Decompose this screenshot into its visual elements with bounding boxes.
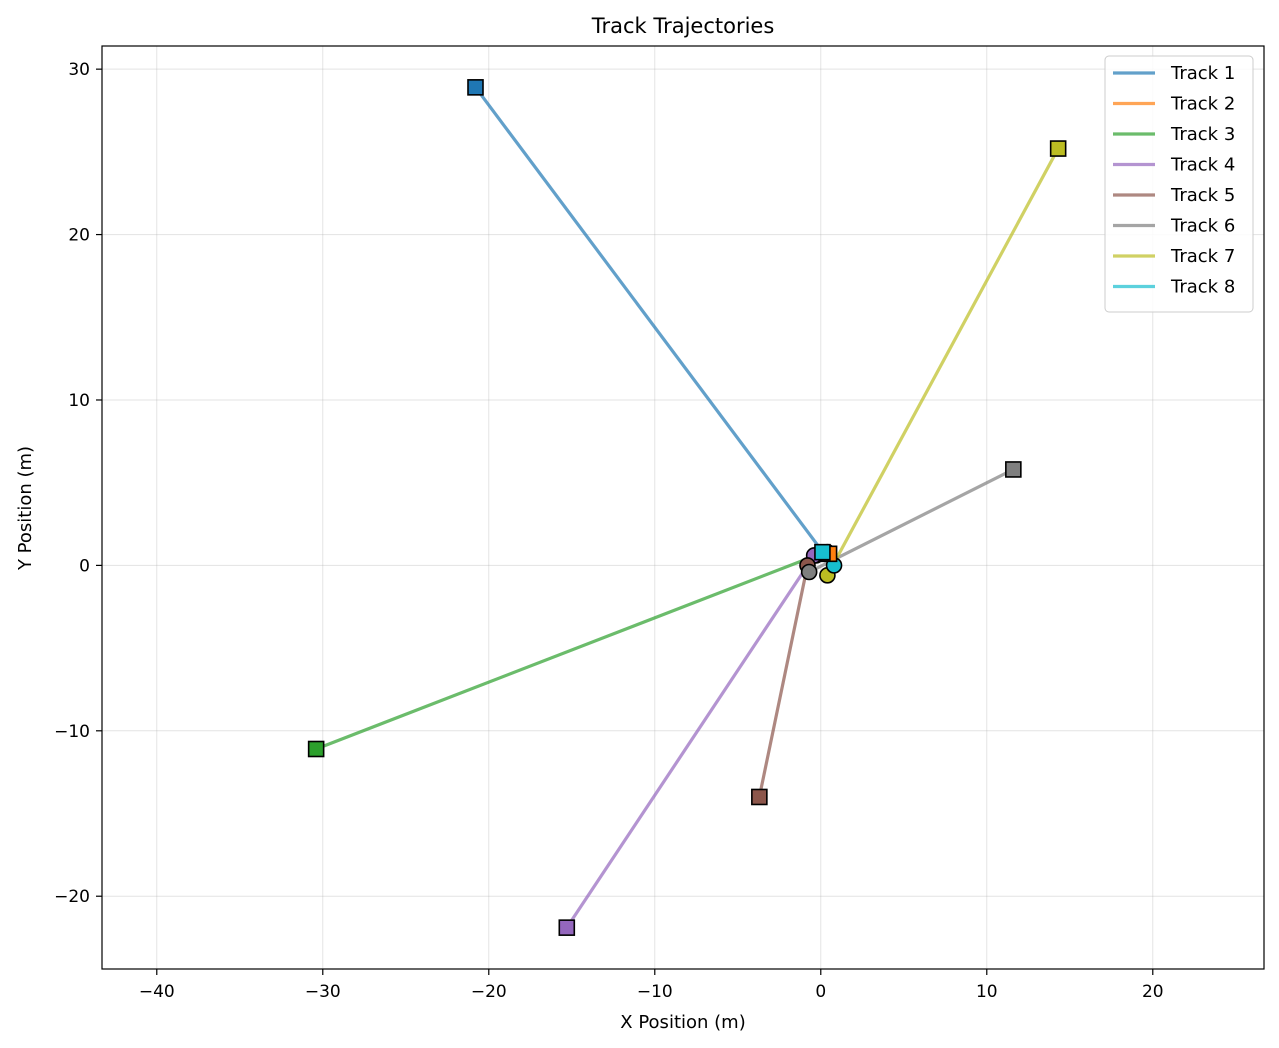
track-1-line [474, 86, 826, 555]
track-3-end-marker [307, 740, 325, 758]
legend-label-track-7: Track 7 [1170, 246, 1235, 267]
track-4-line [565, 554, 816, 929]
y-tick-label: 0 [79, 556, 90, 576]
legend-box [1104, 55, 1254, 313]
legend-label-track-4: Track 4 [1170, 155, 1235, 176]
x-tick-label: −10 [637, 982, 673, 1002]
track-6-line [808, 468, 1015, 574]
grid-lines [102, 46, 1264, 969]
plot-frame [101, 45, 1265, 970]
legend-label-track-1: Track 1 [1170, 63, 1235, 84]
track-1-end-marker [467, 79, 484, 96]
legend-label-track-5: Track 5 [1170, 185, 1235, 206]
x-tick-label: −20 [471, 982, 507, 1002]
track-5-end-marker [751, 788, 768, 806]
track-7-end-marker [1049, 140, 1067, 157]
x-axis-ticks: −40 −30 −20 −10 0 10 20 [139, 969, 1164, 1002]
y-tick-label: 20 [68, 226, 90, 246]
y-axis-label: Y Position (m) [15, 446, 36, 571]
track-7-line [826, 147, 1060, 577]
x-tick-label: 20 [1142, 982, 1164, 1002]
series-lines [315, 86, 1060, 929]
y-tick-label: −10 [54, 722, 90, 742]
y-tick-label: −20 [54, 887, 90, 907]
track-5-line [757, 565, 810, 798]
legend: Track 1 Track 2 Track 3 Track 4 Track 5 Track… [1104, 55, 1254, 313]
track-8-end-marker [814, 543, 831, 561]
track-6-end-marker [1005, 461, 1022, 478]
chart-title: Track Trajectories [591, 14, 775, 38]
x-tick-label: −30 [305, 982, 341, 1002]
track-4-end-marker [558, 919, 576, 936]
x-axis-label: X Position (m) [620, 1012, 745, 1033]
series-markers [307, 79, 1067, 936]
legend-label-track-8: Track 8 [1170, 277, 1235, 298]
track-3-line [315, 553, 817, 751]
y-tick-label: 10 [68, 391, 90, 411]
y-axis-ticks: −20 −10 0 10 20 30 [54, 60, 102, 907]
legend-label-track-2: Track 2 [1170, 94, 1235, 115]
x-tick-label: 0 [815, 982, 826, 1002]
x-tick-label: −40 [139, 982, 175, 1002]
legend-label-track-3: Track 3 [1170, 124, 1235, 145]
track-6-start-marker [800, 563, 818, 581]
x-tick-label: 10 [976, 982, 998, 1002]
y-tick-label: 30 [68, 60, 90, 80]
legend-label-track-6: Track 6 [1170, 216, 1235, 237]
